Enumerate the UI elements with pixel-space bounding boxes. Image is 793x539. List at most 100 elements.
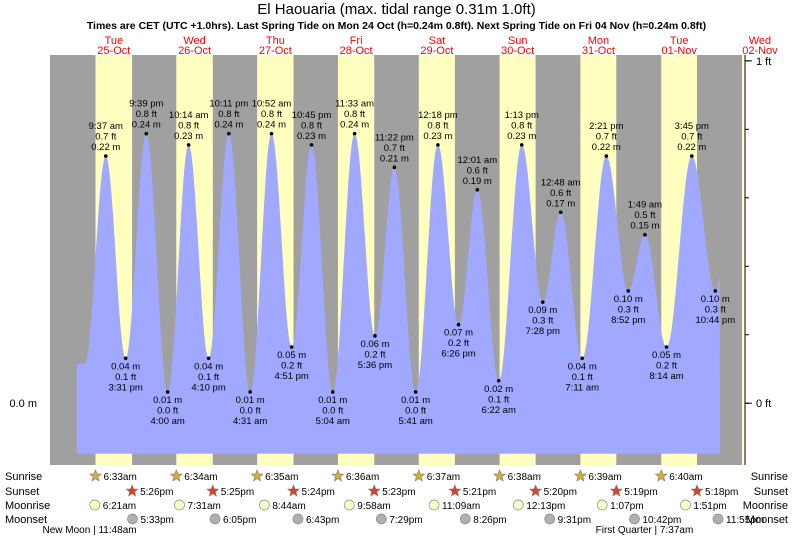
row-label-left: Sunset (5, 486, 39, 498)
moonrise-time: 8:44am (272, 501, 305, 512)
tide-label: 0.05 m (277, 350, 306, 361)
tide-label: 0.15 m (630, 221, 659, 232)
moonset-time: 11:55pm (726, 515, 764, 526)
tide-label: 0.01 m (236, 395, 265, 406)
tide-label: 0.7 ft (596, 132, 617, 143)
tide-curve (76, 133, 721, 454)
sunrise-time: 6:38am (508, 472, 541, 483)
tide-label: 0.24 m (340, 120, 369, 131)
tide-label: 0.23 m (423, 131, 452, 142)
moonrise-icon (513, 499, 524, 511)
tide-label: 0.1 ft (115, 372, 136, 383)
tide-point (269, 131, 274, 136)
sunrise-time: 6:36am (346, 472, 379, 483)
sunrise-time: 6:34am (184, 472, 217, 483)
tide-label: 12:18 pm (418, 110, 458, 121)
sunset-icon (125, 484, 139, 497)
tide-label: 0.1 ft (198, 372, 219, 383)
tide-label: 0.22 m (91, 142, 120, 153)
tide-label: 0.8 ft (344, 109, 365, 120)
tide-label: 2:21 pm (589, 121, 623, 132)
tide-point (289, 345, 294, 349)
tide-label: 0.01 m (153, 395, 182, 406)
tide-label: 0.1 ft (488, 394, 509, 405)
tide-label: 0.8 ft (178, 120, 199, 131)
moonset-time: 6:43pm (306, 515, 339, 526)
tide-point (558, 210, 563, 215)
sunrise-icon (331, 469, 345, 482)
moonset-icon (375, 513, 387, 525)
tide-point (713, 289, 718, 293)
tide-point (604, 154, 609, 158)
right-axis-label: 0 ft (756, 398, 771, 410)
sunset-icon (609, 484, 623, 497)
tide-point (392, 165, 397, 170)
moonset-time: 8:26pm (473, 515, 506, 526)
sunrise-time: 6:39am (588, 472, 621, 483)
tide-label: 0.2 ft (281, 361, 302, 372)
tide-label: 0.2 ft (364, 349, 385, 360)
moonrise-icon (428, 499, 440, 511)
row-label-left: Moonset (5, 514, 47, 526)
sunrise-time: 6:37am (427, 472, 460, 483)
left-axis-label: 0.0 m (9, 398, 37, 410)
tide-label: 0.6 ft (467, 165, 488, 176)
tide-point (248, 390, 252, 394)
sunset-icon (448, 484, 462, 497)
tide-point (436, 143, 440, 147)
sunrise-icon (493, 469, 507, 482)
tide-label: 4:10 pm (191, 382, 225, 393)
tide-label: 10:45 pm (292, 110, 332, 121)
tide-label: 0.23 m (297, 131, 326, 142)
tide-label: 0.10 m (701, 294, 730, 305)
moonset-time: 10:42pm (642, 515, 681, 526)
sunrise-time: 6:35am (265, 472, 298, 483)
tide-label: 0.8 ft (218, 109, 239, 120)
tide-label: 12:48 am (541, 177, 581, 188)
tide-label: 8:14 am (649, 371, 683, 382)
day-name-label: Mon (588, 35, 609, 47)
day-date-label: 30-Oct (501, 45, 534, 57)
tide-point (373, 334, 377, 338)
tide-label: 0.19 m (463, 176, 492, 187)
tide-point (519, 143, 524, 147)
tide-label: 0.06 m (360, 339, 389, 350)
chart-title: El Haouaria (max. tidal range 0.31m 1.0f… (257, 1, 536, 18)
tide-label: 0.05 m (652, 350, 681, 361)
sunrise-icon (250, 469, 264, 482)
moonrise-time: 9:58am (357, 501, 390, 512)
tide-label: 0.8 ft (301, 120, 322, 131)
tide-label: 11:33 am (335, 99, 374, 110)
sunset-icon (287, 484, 300, 497)
moonrise-time: 1:07pm (610, 501, 643, 512)
tide-point (165, 390, 170, 394)
tide-label: 12:01 am (458, 155, 498, 166)
row-label-right: Sunset (754, 486, 788, 498)
tide-label: 0.7 ft (95, 132, 116, 143)
tide-label: 0.09 m (528, 305, 557, 316)
tide-point (309, 143, 314, 147)
tide-label: 0.10 m (614, 294, 643, 305)
tide-label: 0.3 ft (618, 304, 639, 315)
tide-point (643, 232, 647, 237)
tide-label: 0.24 m (132, 120, 161, 131)
tide-label: 0.0 ft (322, 405, 343, 416)
tide-label: 0.04 m (194, 361, 223, 372)
moonset-icon (209, 513, 221, 525)
tide-label: 0.6 ft (550, 188, 571, 199)
moonrise-time: 6:21am (103, 501, 136, 512)
tide-label: 0.1 ft (572, 372, 593, 383)
day-name-label: Wed (749, 35, 771, 47)
sunset-time: 5:21pm (463, 487, 496, 498)
tide-label: 11:22 pm (375, 132, 414, 143)
tide-label: 4:51 pm (275, 371, 309, 382)
tide-point (186, 143, 191, 147)
tide-label: 7:28 pm (526, 326, 560, 337)
tide-label: 6:22 am (482, 405, 516, 416)
tide-label: 0.24 m (257, 120, 286, 131)
tide-point (413, 390, 418, 394)
day-date-label: 28-Oct (340, 45, 373, 57)
sunset-time: 5:19pm (624, 487, 657, 498)
moonset-icon (544, 513, 556, 525)
